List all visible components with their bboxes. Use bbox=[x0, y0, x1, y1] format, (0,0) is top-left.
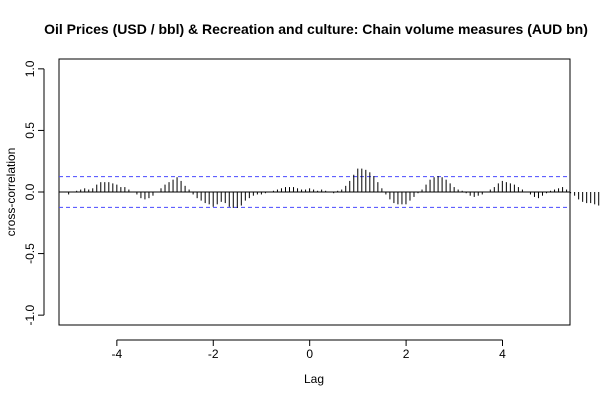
chart-title: Oil Prices (USD / bbl) & Recreation and … bbox=[44, 21, 588, 37]
x-tick-label: -2 bbox=[208, 347, 219, 361]
y-tick-label: -0.5 bbox=[23, 243, 37, 264]
x-tick-label: -4 bbox=[112, 347, 123, 361]
confidence-bands bbox=[59, 176, 570, 208]
x-tick-label: 4 bbox=[499, 347, 506, 361]
y-tick-label: 0.5 bbox=[23, 122, 37, 139]
x-tick-label: 0 bbox=[306, 347, 313, 361]
x-tick-label: 2 bbox=[403, 347, 410, 361]
x-axis: -4 -2 0 2 4 bbox=[112, 339, 506, 361]
y-axis: -1.0 -0.5 0.0 0.5 1.0 bbox=[23, 60, 45, 325]
correlation-bars bbox=[68, 168, 600, 209]
y-tick-label: 0.0 bbox=[23, 183, 37, 200]
x-axis-label: Lag bbox=[304, 372, 324, 386]
y-axis-label: cross-correlation bbox=[4, 148, 18, 237]
y-tick-label: -1.0 bbox=[23, 304, 37, 325]
y-tick-label: 1.0 bbox=[23, 60, 37, 77]
